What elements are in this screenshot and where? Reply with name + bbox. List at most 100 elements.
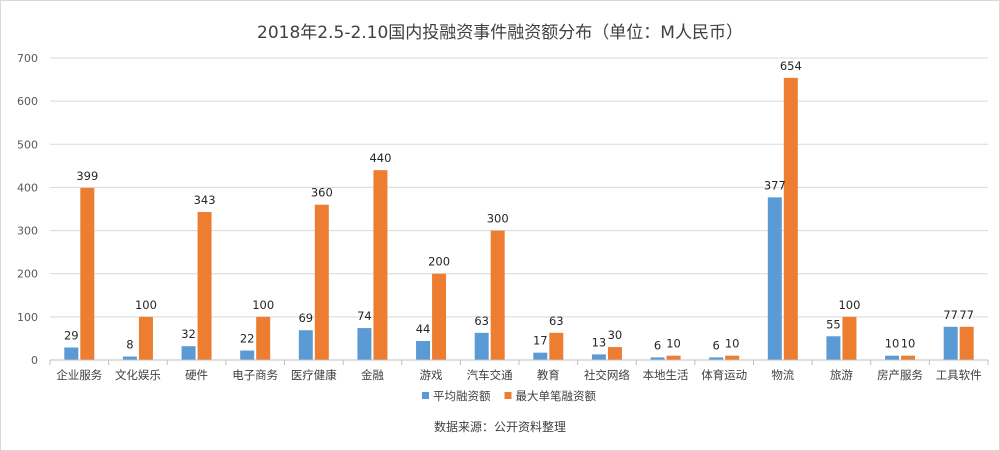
bar-avg-汽车交通 [474, 332, 489, 360]
data-label: 654 [780, 59, 802, 73]
x-tick-label: 体育运动 [701, 368, 747, 382]
data-label: 100 [135, 298, 157, 312]
x-tick-label: 社交网络 [584, 368, 630, 382]
bar-avg-电子商务 [240, 350, 255, 360]
bar-avg-社交网络 [591, 354, 606, 360]
y-tick-label: 200 [17, 268, 38, 281]
data-label: 300 [487, 212, 509, 226]
gridlines [50, 57, 988, 361]
bar-avg-企业服务 [64, 347, 79, 360]
data-label: 399 [76, 169, 98, 183]
bar-max-工具软件 [959, 326, 974, 360]
bar-max-房产服务 [901, 355, 916, 360]
chart-title: 2018年2.5-2.10国内投融资事件融资额分布（单位：M人民币） [257, 23, 743, 43]
bar-max-硬件 [197, 212, 212, 360]
bar-avg-工具软件 [943, 326, 958, 360]
bar-avg-房产服务 [885, 355, 900, 360]
data-label: 77 [943, 308, 958, 322]
data-label: 74 [357, 309, 372, 323]
bar-max-本地生活 [666, 355, 681, 360]
data-label: 10 [885, 337, 900, 351]
x-tick-label: 游戏 [420, 368, 443, 382]
bar-avg-文化娱乐 [122, 356, 137, 360]
bar-avg-金融 [357, 328, 372, 360]
bar-avg-旅游 [826, 336, 841, 360]
data-label: 6 [713, 338, 720, 352]
legend-swatch-1 [504, 392, 512, 399]
data-label: 32 [181, 327, 196, 341]
data-label: 77 [959, 308, 974, 322]
data-label: 69 [298, 311, 313, 325]
y-tick-label: 700 [17, 52, 38, 65]
bar-max-社交网络 [607, 347, 622, 360]
x-tick-label: 电子商务 [232, 368, 278, 382]
data-label: 10 [901, 337, 916, 351]
legend-swatch-0 [422, 392, 429, 399]
y-tick-label: 100 [17, 311, 38, 324]
bars [64, 77, 974, 361]
bar-max-教育 [549, 332, 564, 360]
bar-max-体育运动 [725, 355, 740, 360]
data-label: 200 [428, 255, 450, 269]
x-tick-label: 企业服务 [56, 368, 102, 382]
legend-label: 平均融资额 [433, 389, 491, 403]
x-tick-label: 房产服务 [877, 368, 923, 382]
y-tick-label: 0 [31, 354, 38, 367]
data-label: 13 [592, 335, 607, 349]
x-tick-label: 金融 [361, 368, 384, 382]
bar-max-物流 [783, 77, 798, 361]
x-tick-label: 医疗健康 [291, 368, 337, 382]
bar-max-汽车交通 [490, 230, 505, 360]
y-tick-label: 500 [17, 138, 38, 151]
bar-avg-体育运动 [709, 357, 724, 360]
data-label: 29 [64, 328, 79, 342]
bar-max-金融 [373, 170, 388, 360]
legend: 平均融资额 最大单笔融资额 [422, 389, 596, 403]
data-label: 30 [608, 328, 623, 342]
y-tick-label: 600 [17, 95, 38, 108]
bar-max-医疗健康 [314, 204, 329, 360]
bar-max-文化娱乐 [138, 316, 153, 360]
bar-max-电子商务 [256, 316, 271, 360]
data-label: 8 [126, 338, 133, 352]
data-label: 360 [311, 186, 333, 200]
x-tick-label: 本地生活 [643, 368, 689, 382]
bar-avg-游戏 [416, 341, 431, 360]
data-label: 377 [764, 178, 786, 192]
data-source-note: 数据来源：公开资料整理 [433, 420, 566, 434]
data-label: 10 [666, 337, 681, 351]
bar-avg-本地生活 [650, 357, 665, 360]
bar-max-企业服务 [80, 187, 95, 360]
y-tick-label: 400 [17, 181, 38, 194]
x-tick-label: 硬件 [185, 368, 208, 382]
data-label: 100 [838, 298, 860, 312]
bar-avg-教育 [533, 352, 548, 360]
y-tick-label: 300 [17, 225, 38, 238]
bar-avg-物流 [767, 197, 782, 360]
data-label: 6 [654, 338, 661, 352]
bar-max-游戏 [432, 273, 447, 360]
bar-avg-硬件 [181, 346, 196, 360]
data-label: 343 [194, 193, 216, 207]
x-tick-label: 旅游 [830, 368, 853, 382]
data-label: 22 [240, 332, 255, 346]
data-labels: 29 399 8 100 32 343 22 100 69 360 74 440 44 200 63 300 1… [64, 59, 974, 353]
x-tick-label: 汽车交通 [467, 368, 513, 382]
legend-label: 最大单笔融资额 [516, 389, 597, 403]
data-label: 44 [416, 322, 431, 336]
axes: 0 100 200 300 400 500 600 700 企业服务 文化娱乐 硬件 电子商务 医疗健康… [17, 52, 989, 382]
data-label: 10 [725, 337, 740, 351]
data-label: 440 [369, 151, 391, 165]
x-tick-label: 文化娱乐 [115, 368, 161, 382]
data-label: 63 [474, 314, 489, 328]
bar-avg-医疗健康 [298, 330, 313, 360]
x-tick-label: 物流 [771, 368, 794, 382]
data-label: 17 [533, 334, 548, 348]
data-label: 63 [549, 314, 564, 328]
bar-max-旅游 [842, 316, 857, 360]
x-tick-label: 教育 [537, 368, 560, 382]
x-tick-label: 工具软件 [936, 368, 982, 382]
data-label: 55 [826, 317, 841, 331]
